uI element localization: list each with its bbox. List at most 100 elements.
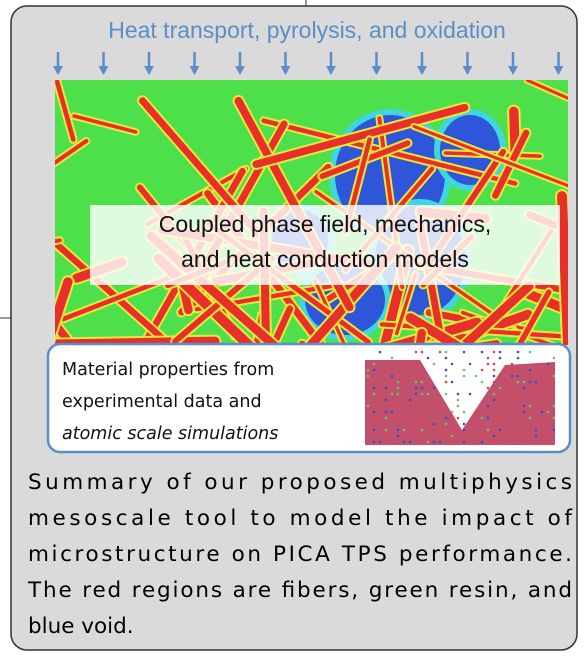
inset-text: Material properties from — [62, 360, 274, 380]
atom — [391, 375, 394, 378]
atom — [493, 435, 496, 438]
atom — [421, 387, 424, 390]
atom — [415, 387, 418, 390]
atom — [433, 363, 436, 366]
atom — [457, 429, 460, 432]
atom — [517, 351, 520, 354]
atom — [451, 381, 454, 384]
atom — [427, 423, 430, 426]
atom — [553, 405, 556, 408]
atom — [463, 375, 466, 378]
atom — [421, 429, 424, 432]
model-label: and heat conduction models — [181, 246, 469, 272]
atom — [553, 375, 556, 378]
atom — [487, 387, 490, 390]
atom — [385, 429, 388, 432]
atom — [535, 405, 538, 408]
atom — [385, 387, 388, 390]
atom — [427, 441, 430, 444]
atom — [463, 441, 466, 444]
atom — [499, 351, 502, 354]
atom — [499, 357, 502, 360]
atom — [415, 405, 418, 408]
atom — [475, 411, 478, 414]
atom — [421, 351, 424, 354]
atom — [433, 405, 436, 408]
atom — [445, 381, 448, 384]
atom — [385, 411, 388, 414]
title: Heat transport, pyrolysis, and oxidation — [108, 17, 506, 43]
atom — [379, 351, 382, 354]
atom — [529, 411, 532, 414]
atom — [415, 351, 418, 354]
atom — [433, 387, 436, 390]
atom — [463, 429, 466, 432]
figure: Heat transport, pyrolysis, and oxidation… — [0, 0, 586, 656]
atom — [499, 429, 502, 432]
atom — [403, 381, 406, 384]
inset-text: atomic scale simulations — [62, 424, 278, 444]
atom — [517, 357, 520, 360]
atom — [553, 369, 556, 372]
atom — [529, 417, 532, 420]
atom — [445, 417, 448, 420]
atom — [445, 351, 448, 354]
atom — [535, 381, 538, 384]
page: {"header": {"title": "Heat transport, py… — [0, 0, 586, 656]
atom — [445, 423, 448, 426]
atom — [391, 363, 394, 366]
model-label: Coupled phase field, mechanics, — [159, 211, 491, 237]
atom — [409, 375, 412, 378]
atom — [409, 405, 412, 408]
atom — [493, 363, 496, 366]
atom — [445, 435, 448, 438]
atom — [433, 441, 436, 444]
atom — [481, 417, 484, 420]
atom — [403, 429, 406, 432]
atom — [553, 357, 556, 360]
atom — [529, 429, 532, 432]
atom — [409, 399, 412, 402]
atom — [379, 441, 382, 444]
atom — [367, 369, 370, 372]
atom — [385, 393, 388, 396]
atom — [493, 369, 496, 372]
atom — [421, 417, 424, 420]
atom — [397, 435, 400, 438]
atom — [481, 351, 484, 354]
atom — [415, 363, 418, 366]
atom — [493, 393, 496, 396]
atom — [469, 363, 472, 366]
atom — [397, 381, 400, 384]
atomic-image — [365, 350, 555, 445]
atom — [487, 429, 490, 432]
atom — [493, 441, 496, 444]
atom — [523, 387, 526, 390]
atom — [481, 369, 484, 372]
atom — [433, 423, 436, 426]
atom — [415, 381, 418, 384]
atom — [553, 417, 556, 420]
atom — [505, 435, 508, 438]
atom — [535, 399, 538, 402]
inset-text: experimental data and — [62, 392, 262, 412]
atom — [505, 441, 508, 444]
atom — [373, 417, 376, 420]
atom — [541, 435, 544, 438]
atom — [451, 435, 454, 438]
atom — [367, 375, 370, 378]
atom — [439, 351, 442, 354]
atom — [487, 405, 490, 408]
atom — [499, 417, 502, 420]
atom — [373, 363, 376, 366]
atom — [421, 381, 424, 384]
atom — [547, 363, 550, 366]
atom — [457, 405, 460, 408]
atom — [427, 357, 430, 360]
atom — [421, 393, 424, 396]
atom — [487, 363, 490, 366]
atom — [463, 423, 466, 426]
atom — [529, 351, 532, 354]
atom — [373, 393, 376, 396]
atom — [439, 441, 442, 444]
